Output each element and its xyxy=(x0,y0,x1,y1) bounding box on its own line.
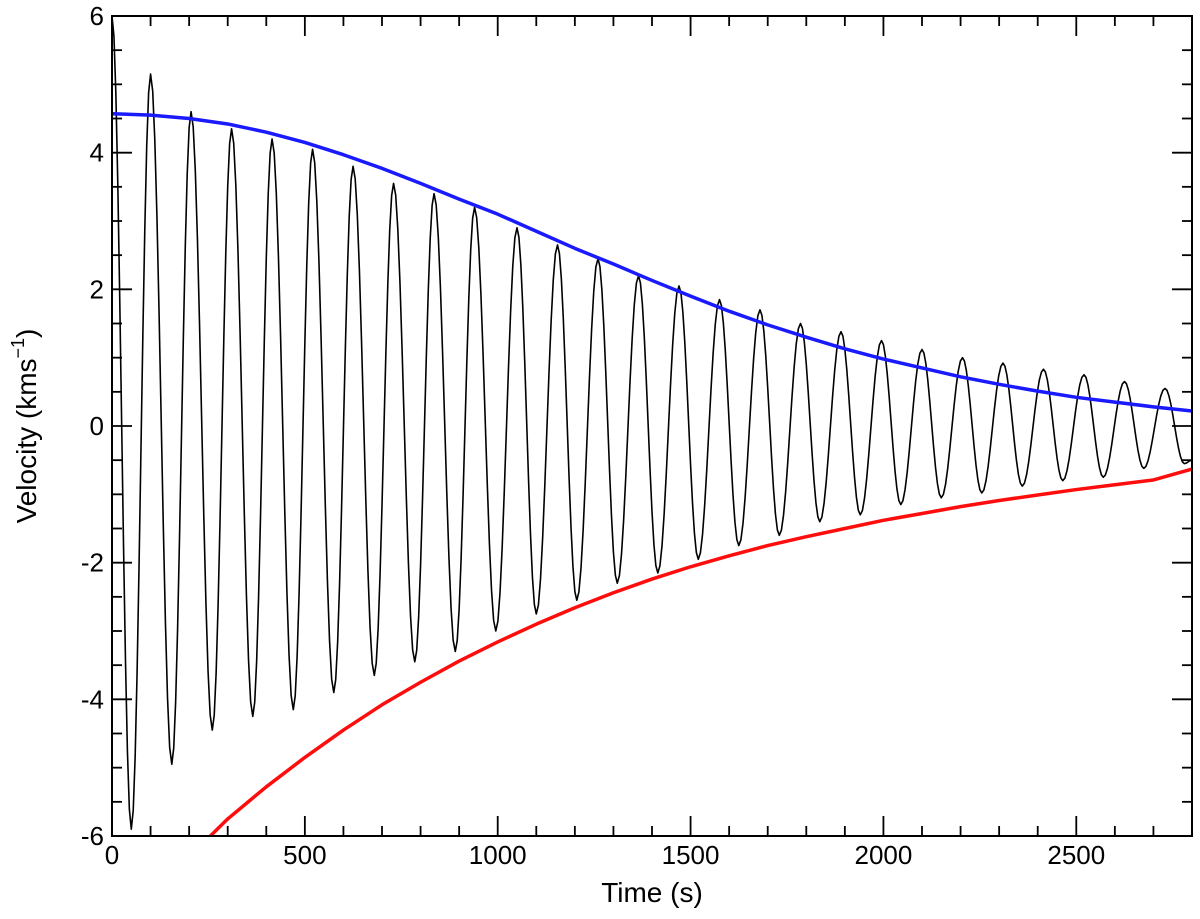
x-tick-label: 2000 xyxy=(855,840,913,870)
y-axis-title: Velocity (kms−1) xyxy=(8,329,42,524)
y-tick-label: 2 xyxy=(90,274,104,304)
plot-frame xyxy=(111,15,1193,837)
y-tick-label: 4 xyxy=(90,138,104,168)
series-layer xyxy=(112,16,1192,836)
series-line-lower-envelope xyxy=(209,467,1192,836)
x-tick-label: 1500 xyxy=(662,840,720,870)
x-tick-label: 0 xyxy=(105,840,119,870)
y-tick-label: 6 xyxy=(90,1,104,31)
x-tick-label: 2500 xyxy=(1047,840,1105,870)
y-axis-title-main: Velocity (kms xyxy=(11,358,42,523)
series-line-velocity xyxy=(112,16,1192,830)
y-tick-label: -4 xyxy=(81,684,104,714)
y-tick-label: -6 xyxy=(81,821,104,851)
x-axis-title: Time (s) xyxy=(601,877,703,908)
y-axis-title-close: ) xyxy=(11,329,42,338)
y-tick-label: 0 xyxy=(90,411,104,441)
x-tick-label: 500 xyxy=(283,840,326,870)
series-line-upper-envelope xyxy=(112,111,1192,413)
y-tick-label: -2 xyxy=(81,548,104,578)
x-tick-label: 1000 xyxy=(469,840,527,870)
ticks-layer: 0 500 1000 1500 2000 2500 -6 -4 -2 0 2 4 6 xyxy=(81,1,1193,870)
y-axis-title-superscript: −1 xyxy=(8,338,28,359)
